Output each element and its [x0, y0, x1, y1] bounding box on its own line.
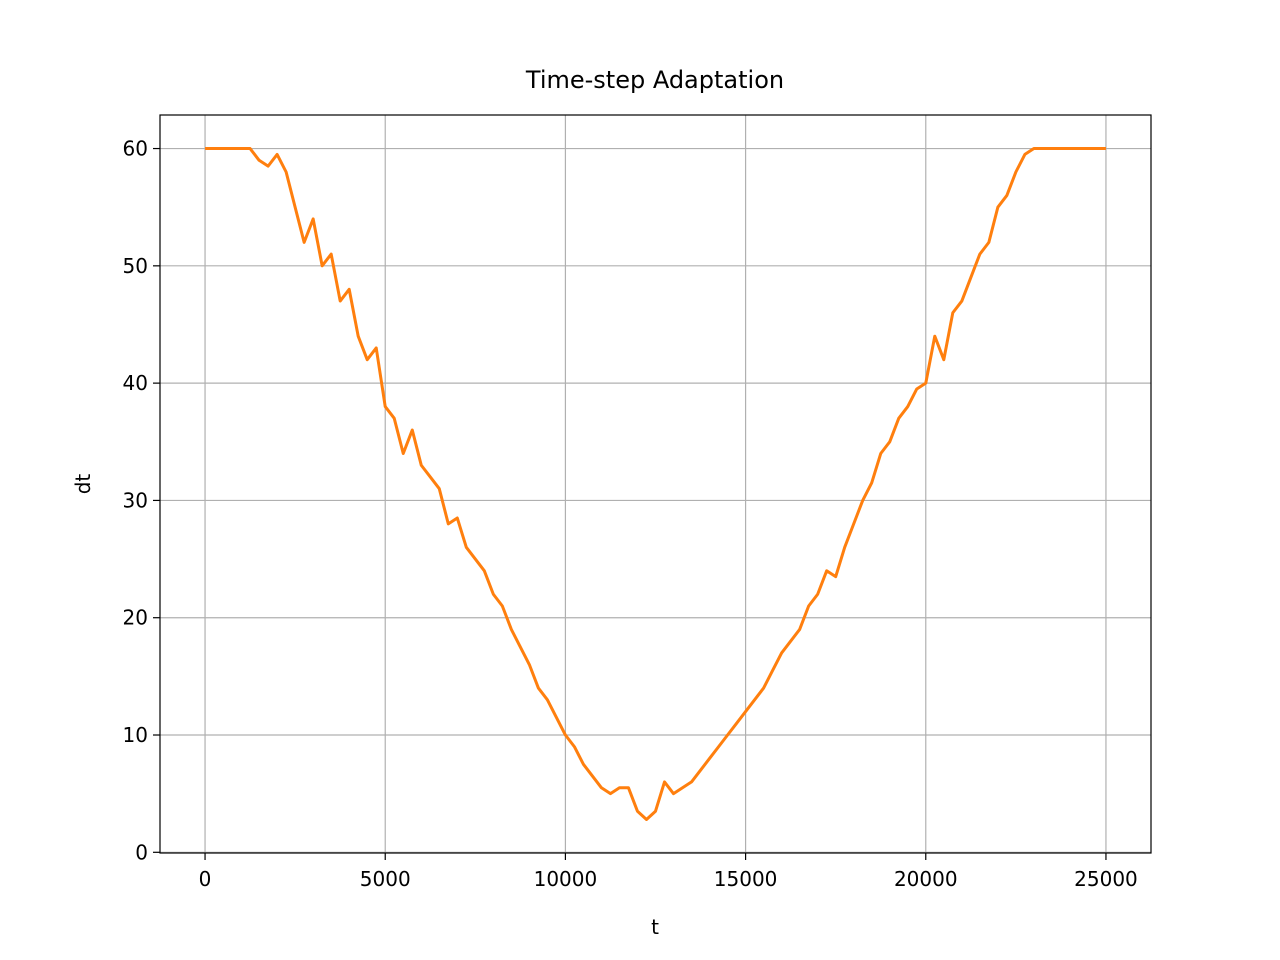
data-line	[205, 147, 1106, 821]
x-tick-label: 25000	[1074, 867, 1138, 891]
y-tick-label: 50	[123, 254, 148, 278]
x-tick-label: 20000	[894, 867, 958, 891]
y-tick-label: 60	[123, 137, 148, 161]
y-tick-label: 10	[123, 723, 148, 747]
y-tick-label: 30	[123, 488, 148, 512]
axes-frame	[159, 114, 1152, 854]
y-tick-label: 40	[123, 371, 148, 395]
x-tick-label: 0	[199, 867, 212, 891]
plot-area	[205, 147, 1106, 821]
y-tick-label: 20	[123, 606, 148, 630]
chart-title: Time-step Adaptation	[525, 66, 784, 94]
grid	[160, 115, 1151, 853]
x-tick-label: 5000	[360, 867, 411, 891]
y-axis-label: dt	[71, 474, 95, 495]
x-axis-label: t	[651, 915, 659, 939]
x-tick-label: 15000	[714, 867, 778, 891]
x-tick-label: 10000	[534, 867, 598, 891]
y-tick-label: 0	[135, 840, 148, 864]
